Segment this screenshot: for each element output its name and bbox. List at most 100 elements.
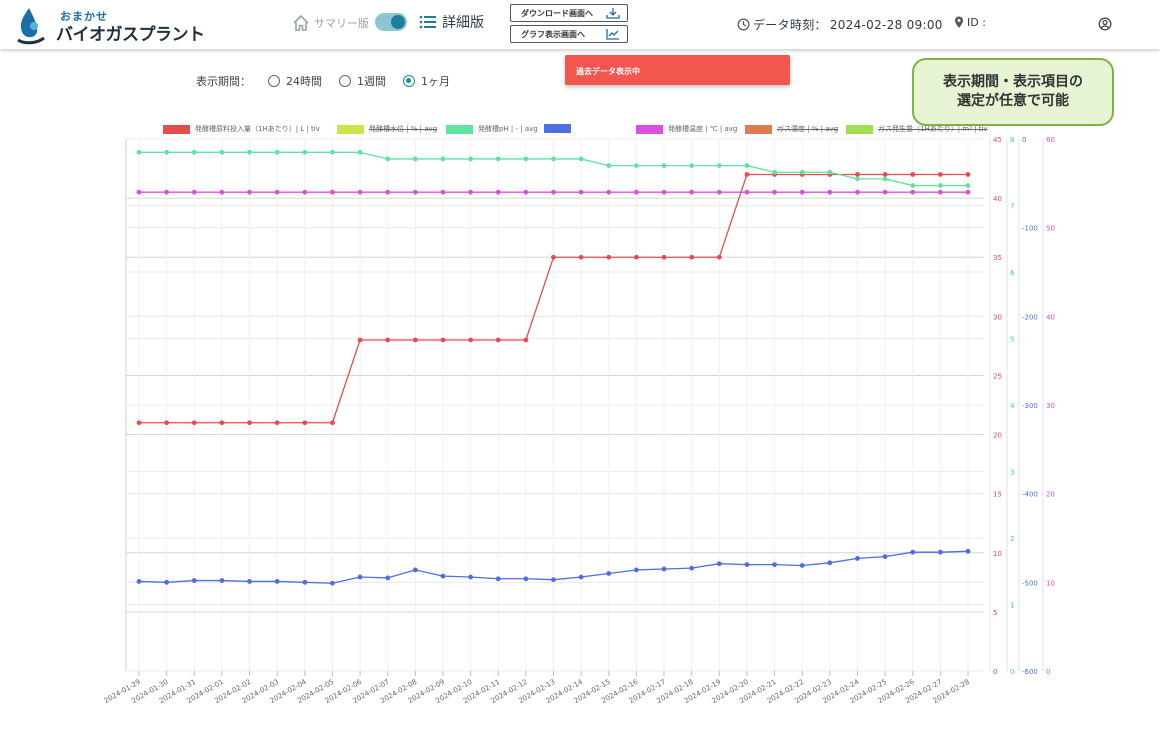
- y-tick-label-green: 6: [1010, 269, 1015, 277]
- x-tick-label: 2024-01-31: [158, 678, 197, 705]
- y-tick-label-blue: -500: [1022, 579, 1038, 587]
- legend-item-ph[interactable]: 発酵槽pH | - | avg: [446, 124, 538, 134]
- data-point-red: [164, 420, 170, 426]
- data-point-green: [357, 149, 363, 155]
- legend-item-gas-conc[interactable]: ガス濃度 | % | avg: [745, 124, 838, 134]
- data-point-blue: [412, 567, 418, 573]
- data-point-magenta: [495, 189, 501, 195]
- legend-label: 発酵槽水位 | % | avg: [369, 125, 438, 133]
- data-point-magenta: [855, 189, 860, 195]
- data-point-magenta: [357, 189, 363, 195]
- radio-circle[interactable]: [268, 75, 280, 87]
- download-screen-button[interactable]: ダウンロード画面へ: [510, 4, 628, 22]
- logo-title: バイオガスプラント: [56, 25, 205, 45]
- data-point-magenta: [744, 189, 750, 195]
- annotation-callout: 表示期間・表示項目の 選定が任意で可能: [912, 58, 1114, 126]
- summary-link[interactable]: サマリー版: [292, 14, 369, 32]
- radio-circle-selected[interactable]: [403, 75, 415, 87]
- home-icon: [293, 14, 309, 31]
- location-pin-icon: [955, 16, 963, 28]
- data-point-magenta: [606, 189, 612, 195]
- y-tick-label-green: 1: [1010, 602, 1014, 610]
- y-tick-label-blue: -400: [1022, 491, 1038, 499]
- data-point-green: [440, 156, 446, 162]
- y-tick-label-magenta: 20: [1046, 491, 1055, 499]
- clock-icon: [737, 18, 750, 31]
- period-option-1w[interactable]: 1週間: [339, 73, 386, 89]
- y-tick-label-magenta: 0: [1046, 668, 1050, 676]
- app-logo[interactable]: おまかせ バイオガスプラント: [16, 6, 205, 46]
- data-point-magenta: [578, 189, 584, 195]
- data-point-green: [330, 149, 335, 155]
- data-point-blue: [495, 576, 501, 582]
- x-tick-label: 2024-02-12: [490, 678, 529, 705]
- radio-circle[interactable]: [339, 75, 351, 87]
- legend-item-feed[interactable]: 発酵槽原料投入量（1Hあたり）| L | tiv: [163, 124, 320, 134]
- legend-item-temp[interactable]: 発酵槽温度 | ℃ | avg: [636, 124, 737, 134]
- data-point-magenta: [136, 189, 142, 195]
- data-point-red: [191, 420, 197, 426]
- data-point-magenta: [412, 189, 418, 195]
- period-label: 表示期間：: [196, 75, 251, 88]
- graph-screen-button[interactable]: グラフ表示画面へ: [510, 25, 628, 43]
- x-tick-label: 2024-02-16: [600, 678, 640, 706]
- data-point-green: [495, 156, 501, 162]
- data-time: データ時刻： 2024-02-28 09:00: [737, 16, 943, 33]
- data-point-magenta: [799, 189, 805, 195]
- data-point-red: [937, 172, 943, 177]
- y-tick-label-red: 5: [993, 609, 997, 617]
- data-point-green: [606, 163, 612, 169]
- data-point-green: [772, 169, 777, 175]
- x-tick-label: 2024-02-09: [407, 678, 446, 705]
- callout-line-1: 表示期間・表示項目の: [943, 74, 1083, 90]
- legend-item-level[interactable]: 発酵槽水位 | % | avg: [337, 124, 437, 134]
- data-point-blue: [965, 548, 971, 554]
- x-tick-label: 2024-02-03: [241, 678, 280, 705]
- data-point-blue: [855, 555, 860, 561]
- y-tick-label-magenta: 30: [1046, 402, 1055, 410]
- data-point-red: [744, 172, 750, 177]
- data-point-blue: [219, 578, 225, 583]
- period-option-1m[interactable]: 1ヶ月: [403, 73, 450, 89]
- x-tick-label: 2024-02-13: [517, 678, 556, 705]
- x-tick-label: 2024-02-28: [932, 678, 971, 705]
- legend-swatch: [163, 124, 190, 134]
- data-point-blue: [606, 571, 612, 576]
- data-point-blue: [799, 563, 805, 568]
- data-point-green: [164, 149, 170, 155]
- legend-item-gas-volume[interactable]: ガス発生量（1Hあたり）| m³ | tiv: [846, 124, 988, 134]
- data-point-red: [882, 172, 888, 177]
- data-point-red: [772, 172, 777, 177]
- data-point-magenta: [302, 189, 308, 195]
- data-point-magenta: [164, 189, 170, 195]
- account-button[interactable]: [1098, 16, 1112, 35]
- x-tick-label: 2024-02-08: [379, 678, 418, 705]
- toggle-knob: [391, 15, 405, 29]
- x-tick-label: 2024-02-22: [766, 678, 805, 705]
- data-point-red: [219, 420, 225, 426]
- data-point-red: [606, 254, 612, 260]
- data-point-red: [302, 420, 308, 426]
- legend-item-blue[interactable]: [544, 124, 576, 133]
- legend-swatch: [846, 124, 873, 134]
- view-toggle[interactable]: [375, 13, 407, 31]
- data-point-magenta: [882, 189, 888, 195]
- app-header: おまかせ バイオガスプラント サマリー版 詳細版 ダウンロード画面へ グラフ表示…: [0, 0, 1160, 49]
- user-icon: [1098, 17, 1112, 31]
- data-point-blue: [551, 577, 556, 583]
- data-point-magenta: [330, 189, 335, 195]
- period-option-24h[interactable]: 24時間: [268, 73, 322, 89]
- data-point-red: [827, 172, 833, 177]
- data-point-magenta: [523, 189, 529, 195]
- data-point-magenta: [440, 189, 446, 195]
- data-point-red: [523, 337, 529, 343]
- x-tick-label: 2024-02-21: [738, 678, 777, 705]
- y-tick-label-blue: -600: [1022, 668, 1038, 676]
- data-point-blue: [164, 579, 170, 585]
- y-tick-label-red: 15: [993, 491, 1002, 499]
- data-point-blue: [385, 575, 391, 581]
- y-tick-label-magenta: 60: [1046, 136, 1055, 144]
- detail-link[interactable]: 詳細版: [419, 12, 484, 32]
- data-point-magenta: [468, 189, 473, 195]
- x-tick-label: 2024-01-29: [103, 678, 142, 705]
